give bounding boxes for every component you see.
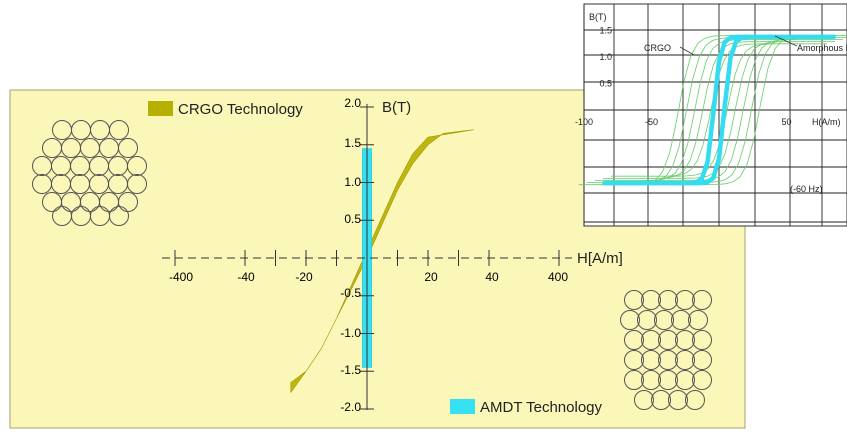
y-tick-label: -1.0 [340, 326, 361, 340]
y-tick-label: -2.0 [340, 400, 361, 414]
main-x-axis-label: H[A/m] [577, 250, 623, 267]
legend-amdt-label: AMDT Technology [480, 399, 603, 416]
wire-strand [675, 290, 695, 310]
inset-annotation-crgo: CRGO [644, 43, 671, 53]
inset-x-tick-label: -50 [645, 117, 658, 127]
wire-strand [675, 370, 695, 390]
inset-crgo-loop-line [594, 39, 844, 181]
wire-strand [671, 310, 691, 330]
wire-strand [641, 370, 661, 390]
y-tick-label: 1.5 [344, 136, 361, 150]
wire-strand [688, 310, 708, 330]
x-tick-label: -40 [237, 270, 255, 284]
main-axes [162, 104, 572, 410]
wire-strand [692, 350, 712, 370]
y-tick-label: 0.5 [344, 212, 361, 226]
y-tick-label: 1.0 [344, 175, 361, 189]
wire-strand [127, 156, 147, 176]
wire-strand [692, 330, 712, 350]
wire-strand [624, 330, 644, 350]
inset-annotation-amorphous-pointer [774, 35, 798, 47]
inset-panel: B(T) H(A/m) 1.5 1.0 0.5 -100 -50 50 CRGO… [575, 3, 847, 227]
main-y-axis-label: B(T) [382, 99, 411, 116]
inset-annotation-amorphous: Amorphous Metal [797, 43, 847, 53]
wire-strand [641, 330, 661, 350]
inset-y-axis-label: B(T) [589, 12, 607, 22]
wire-strand [658, 290, 678, 310]
inset-amorphous-loop [602, 34, 837, 186]
wire-strand [654, 310, 674, 330]
wire-strand [658, 350, 678, 370]
wire-strand [685, 390, 705, 410]
wire-strand [641, 350, 661, 370]
inset-y-tick-label: 1.5 [599, 26, 612, 36]
wire-strand [637, 310, 657, 330]
main-y-ticks [360, 106, 374, 410]
main-x-ticks [174, 250, 560, 266]
wire-strand [127, 174, 147, 194]
wire-strand [668, 390, 688, 410]
wire-strand [675, 330, 695, 350]
legend-crgo-swatch [148, 101, 173, 116]
inset-x-tick-label: -100 [575, 117, 593, 127]
wire-strand [109, 206, 129, 226]
inset-annotation-crgo-pointer [679, 46, 695, 56]
inset-annotation-frequency: (-60 Hz) [790, 184, 823, 194]
x-tick-label: 400 [547, 270, 569, 284]
inset-crgo-loop-line [602, 41, 836, 179]
crgo-loop [290, 129, 474, 394]
wire-strand [118, 138, 138, 158]
wire-strand [675, 350, 695, 370]
wire-strand [118, 192, 138, 212]
inset-crgo-loop-line [611, 43, 827, 177]
inset-x-tick-label: 50 [781, 117, 791, 127]
wire-bundle-left-icon [32, 120, 147, 226]
x-tick-label: -400 [168, 270, 194, 284]
inset-y-tick-label: 1.0 [599, 52, 612, 62]
wire-strand [651, 390, 671, 410]
wire-strand [109, 120, 129, 140]
wire-strand [692, 290, 712, 310]
wire-strand [624, 370, 644, 390]
wire-bundle-right-icon [620, 290, 712, 410]
x-tick-label: 40 [485, 270, 499, 284]
legend-amdt-swatch [450, 399, 475, 414]
y-tick-label: -1.5 [340, 363, 361, 377]
wire-strand [624, 290, 644, 310]
inset-x-axis-label: H(A/m) [812, 117, 841, 127]
x-tick-label: 20 [424, 270, 438, 284]
wire-strand [620, 310, 640, 330]
wire-strand [634, 390, 654, 410]
x-tick-label: -20 [295, 270, 313, 284]
y-tick-label: 2.0 [344, 96, 361, 110]
wire-strand [658, 330, 678, 350]
wire-strand [641, 290, 661, 310]
y-tick-label: -0.5 [340, 286, 361, 300]
wire-strand [692, 370, 712, 390]
wire-strand [624, 350, 644, 370]
wire-strand [658, 370, 678, 390]
legend-crgo-label: CRGO Technology [178, 101, 303, 118]
inset-y-tick-label: 0.5 [599, 79, 612, 89]
